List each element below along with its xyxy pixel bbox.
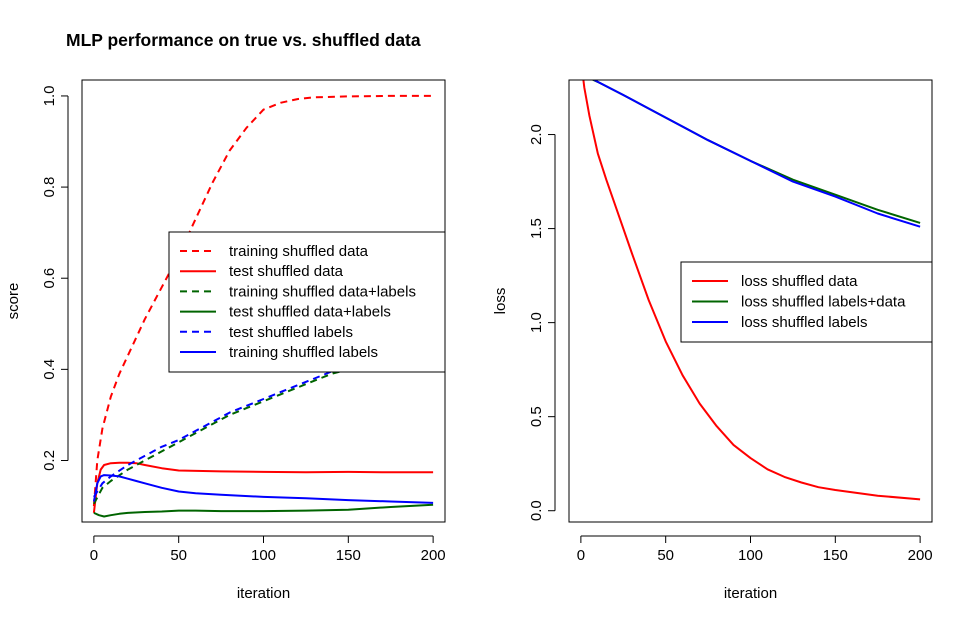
x-axis-label: iteration (724, 585, 777, 602)
y-tick-label: 0.6 (41, 268, 58, 289)
legend: loss shuffled data loss shuffled labels+d… (680, 261, 933, 343)
loss-panel: 0 50 100 150 200 iteration 0.0 0.5 1.0 1.5 2.0 loss… (492, 79, 933, 602)
y-tick-label: 0.0 (528, 500, 545, 521)
y-tick-label: 1.5 (528, 218, 545, 239)
series-line-1 (582, 80, 921, 501)
y-tick-label: 1.0 (528, 312, 545, 333)
y-tick-label: 0.8 (41, 177, 58, 198)
legend-label-6: training shuffled labels (229, 344, 378, 361)
y-axis-label: score (5, 283, 22, 320)
score-panel: 0 50 100 150 200 iteration 0.2 0.4 0.6 0.8 1.0 scor… (5, 79, 446, 602)
series-line-6 (92, 474, 434, 504)
series-line-5 (93, 361, 366, 498)
legend: training shuffled data test shuffled data… (168, 231, 446, 373)
y-tick-label: 2.0 (528, 124, 545, 145)
x-tick-label: 150 (336, 547, 361, 564)
x-tick-label: 0 (90, 547, 98, 564)
series-line-2 (92, 461, 434, 514)
legend-label-3: loss shuffled labels (741, 314, 867, 331)
x-tick-label: 50 (170, 547, 187, 564)
y-tick-label: 1.0 (41, 86, 58, 107)
series-line-3 (93, 363, 366, 505)
x-tick-label: 150 (823, 547, 848, 564)
legend-label-2: loss shuffled labels+data (741, 294, 906, 311)
x-tick-label: 200 (421, 547, 446, 564)
legend-label-4: test shuffled data+labels (229, 304, 391, 321)
legend-label-1: training shuffled data (229, 243, 369, 260)
legend-label-5: test shuffled labels (229, 324, 353, 341)
x-axis-label: iteration (237, 585, 290, 602)
y-tick-label: 0.2 (41, 450, 58, 471)
x-tick-label: 50 (657, 547, 674, 564)
y-axis-label: loss (492, 288, 509, 315)
x-tick-label: 200 (908, 547, 933, 564)
series-line-2 (591, 80, 921, 224)
series-group (582, 80, 921, 501)
x-tick-label: 100 (251, 547, 276, 564)
series-group (92, 94, 434, 518)
legend-label-1: loss shuffled data (741, 273, 858, 290)
x-tick-label: 0 (577, 547, 585, 564)
series-line-4 (93, 503, 434, 518)
y-tick-label: 0.5 (528, 406, 545, 427)
x-tick-label: 100 (738, 547, 763, 564)
legend-label-2: test shuffled data (229, 263, 344, 280)
y-tick-label: 0.4 (41, 359, 58, 380)
legend-label-3: training shuffled data+labels (229, 283, 416, 300)
legend-box (168, 231, 446, 373)
chart-title: MLP performance on true vs. shuffled dat… (66, 30, 421, 50)
series-line-3 (592, 80, 921, 228)
series-line-1 (92, 94, 434, 507)
